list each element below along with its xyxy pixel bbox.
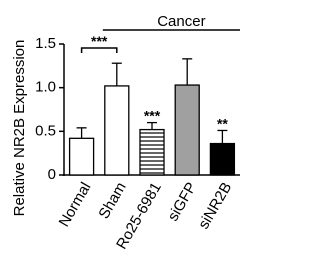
comparison-label: *** (91, 33, 108, 49)
bar (209, 142, 236, 176)
significance-label: *** (144, 108, 161, 124)
y-axis-label: Relative NR2B Expression (11, 40, 28, 217)
x-tick-label: Normal (56, 179, 95, 229)
bar (68, 137, 95, 176)
x-tick-label: Sham (95, 179, 129, 221)
y-tick-label: 1.5 (35, 35, 56, 52)
y-tick-label: 1.0 (35, 79, 56, 96)
comparison-bracket (80, 47, 118, 53)
group-label: Cancer (157, 13, 205, 30)
significance-label: ** (217, 115, 228, 131)
y-tick-label: 0 (48, 166, 56, 183)
bar (174, 84, 200, 176)
bar (139, 128, 165, 176)
x-tick-label: siGFP (165, 179, 201, 224)
bar (104, 85, 130, 176)
chart: Relative NR2B Expression 0 0.5 1.0 1.5 Norma… (11, 13, 240, 252)
y-tick-label: 0.5 (35, 122, 56, 139)
x-tick-label: siNR2B (195, 179, 235, 232)
